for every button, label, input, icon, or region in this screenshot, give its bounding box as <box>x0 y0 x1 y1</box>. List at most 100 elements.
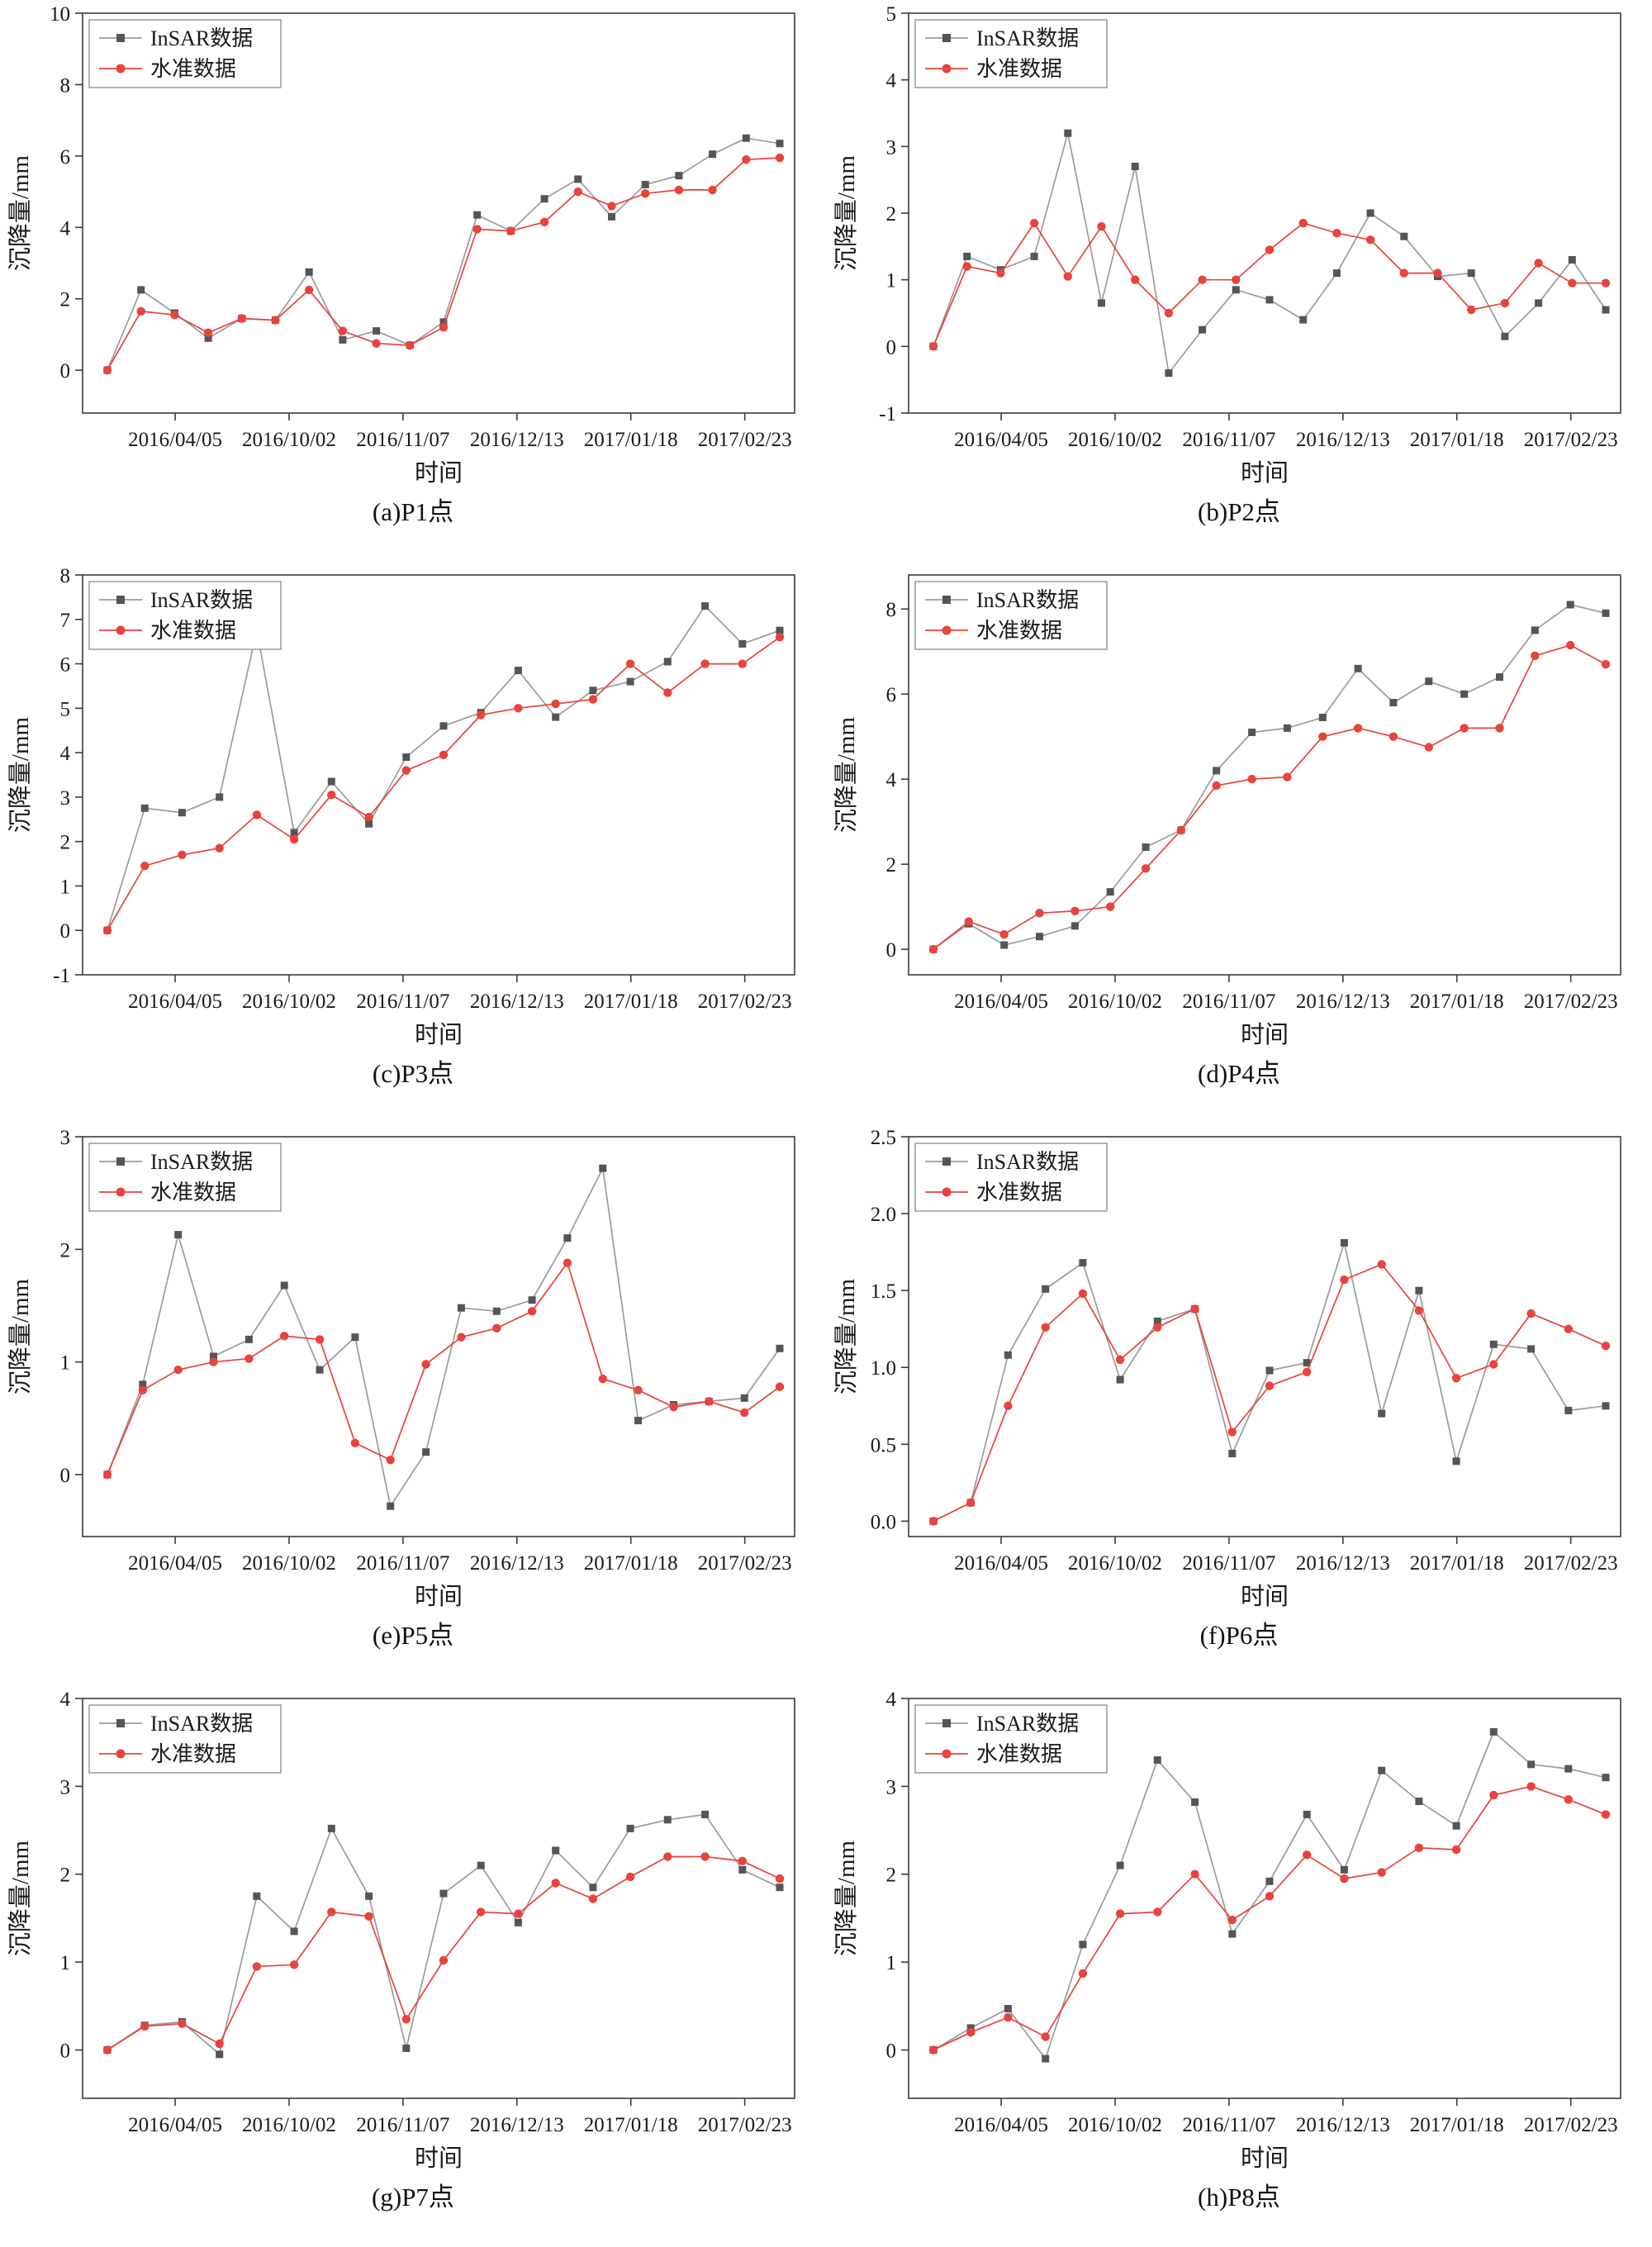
chart-e-caption: (e)P5点 <box>372 1621 454 1650</box>
leveling-marker <box>1377 1260 1386 1269</box>
y-tick-label: 3 <box>60 1776 71 1798</box>
leveling-marker <box>1106 902 1115 911</box>
legend-insar-marker-icon <box>942 1157 951 1166</box>
leveling-marker <box>1526 1782 1536 1791</box>
insar-marker <box>675 172 683 180</box>
leveling-marker <box>1265 245 1275 254</box>
leveling-marker <box>289 1960 299 1969</box>
y-tick-label: 10 <box>50 3 70 26</box>
insar-marker <box>1106 888 1114 896</box>
y-tick-label: 0 <box>60 360 71 382</box>
y-tick-label: 4 <box>60 1689 71 1711</box>
leveling-marker <box>406 340 415 350</box>
chart-f-plot: 0.0 0.5 1.0 1.5 2.0 2.5 2016/04/05 2016/10/02 20… <box>826 1124 1652 1619</box>
insar-marker <box>514 1918 522 1926</box>
leveling-marker <box>663 688 672 697</box>
x-tick-label: 2017/02/23 <box>1524 990 1618 1013</box>
legend-insar-marker-icon <box>942 1719 951 1727</box>
x-axis-label: 时间 <box>1241 2145 1289 2172</box>
insar-marker <box>1602 1774 1610 1782</box>
y-tick-label: 8 <box>60 565 71 587</box>
y-tick-label: 8 <box>60 74 71 97</box>
insar-marker <box>1064 129 1072 137</box>
insar-marker <box>402 2044 411 2052</box>
insar-marker <box>1265 1877 1274 1885</box>
insar-marker <box>599 1164 607 1172</box>
insar-marker <box>1042 1285 1050 1293</box>
legend-insar-marker-icon <box>116 596 125 604</box>
legend-leveling-marker-icon <box>116 625 126 635</box>
insar-marker <box>1602 609 1610 617</box>
leveling-marker <box>401 2015 411 2024</box>
insar-marker <box>574 175 582 183</box>
chart-d-plot: 0 2 4 6 8 2016/04/05 2016/10/02 2016/11/07 2016/… <box>826 562 1652 1057</box>
insar-marker <box>1400 232 1408 240</box>
chart-b: -1 0 1 2 3 4 5 2016/04/05 2016/10/02 2016/11/07 20… <box>826 0 1652 562</box>
legend-label: InSAR数据 <box>150 26 253 50</box>
leveling-marker <box>740 1408 749 1418</box>
insar-marker <box>776 1884 784 1892</box>
x-tick-label: 2016/10/02 <box>1068 990 1162 1013</box>
x-tick-label: 2016/12/13 <box>1296 2114 1390 2136</box>
chart-h: 0 1 2 3 4 2016/04/05 2016/10/02 2016/11/07 2016/… <box>826 1685 1652 2247</box>
insar-marker <box>1116 1861 1124 1869</box>
x-axis-label: 时间 <box>415 1583 463 1610</box>
leveling-marker <box>708 185 717 195</box>
x-axis-label: 时间 <box>415 459 463 487</box>
leveling-marker <box>999 929 1009 939</box>
insar-marker <box>1042 2055 1050 2063</box>
insar-marker <box>216 793 224 801</box>
leveling-marker <box>1078 1969 1088 1979</box>
insar-marker <box>1318 714 1327 721</box>
x-tick-label: 2016/04/05 <box>128 429 222 451</box>
insar-marker <box>1535 299 1543 307</box>
legend-insar-marker-icon <box>942 34 951 42</box>
leveling-marker <box>1004 1401 1013 1410</box>
y-tick-label: 0 <box>886 336 897 359</box>
legend-label: InSAR数据 <box>150 588 253 612</box>
x-tick-label: 2016/12/13 <box>1296 1552 1390 1575</box>
insar-marker <box>1467 269 1475 278</box>
x-tick-label: 2016/04/05 <box>128 2114 222 2136</box>
x-tick-label: 2016/10/02 <box>242 429 336 451</box>
y-tick-label: 0 <box>886 939 897 962</box>
insar-marker <box>701 602 710 610</box>
leveling-marker <box>625 659 635 668</box>
insar-marker <box>552 1846 560 1855</box>
y-tick-label: 4 <box>886 1689 897 1711</box>
leveling-marker <box>1198 275 1207 284</box>
leveling-marker <box>1227 1428 1237 1437</box>
legend-label: 水准数据 <box>976 57 1062 81</box>
insar-marker <box>1378 1409 1386 1418</box>
insar-marker <box>1332 269 1341 278</box>
leveling-marker <box>280 1332 289 1341</box>
insar-marker <box>589 686 597 695</box>
legend <box>914 581 1108 650</box>
leveling-marker <box>1564 1795 1573 1804</box>
leveling-marker <box>705 1397 714 1406</box>
insar-marker <box>1036 933 1043 941</box>
insar-marker <box>663 1816 672 1824</box>
chart-b-plot: -1 0 1 2 3 4 5 2016/04/05 2016/10/02 2016/11/07 20… <box>826 0 1652 496</box>
leveling-marker <box>1097 221 1106 231</box>
leveling-marker <box>215 843 224 853</box>
insar-marker <box>305 268 313 276</box>
leveling-marker <box>1318 732 1327 741</box>
insar-marker <box>1079 1941 1087 1949</box>
legend <box>88 1143 282 1212</box>
y-tick-label: 2 <box>60 1239 71 1261</box>
chart-b-caption: (b)P2点 <box>1198 497 1280 526</box>
insar-line <box>107 1166 781 1508</box>
x-tick-label: 2016/04/05 <box>128 990 222 1013</box>
leveling-marker <box>102 365 112 375</box>
x-tick-label: 2016/04/05 <box>954 1552 1048 1575</box>
insar-marker <box>1000 941 1009 949</box>
leveling-marker <box>1212 781 1221 791</box>
chart-h-plot: 0 1 2 3 4 2016/04/05 2016/10/02 2016/11/07 2016/… <box>826 1685 1652 2181</box>
y-tick-label: 1 <box>60 1952 71 1974</box>
insar-marker <box>1165 369 1173 378</box>
leveling-marker <box>1566 640 1575 650</box>
y-axis-label: 沉降量/mm <box>7 1840 34 1956</box>
y-tick-label: 2.5 <box>871 1127 896 1149</box>
insar-marker <box>1452 1822 1460 1830</box>
